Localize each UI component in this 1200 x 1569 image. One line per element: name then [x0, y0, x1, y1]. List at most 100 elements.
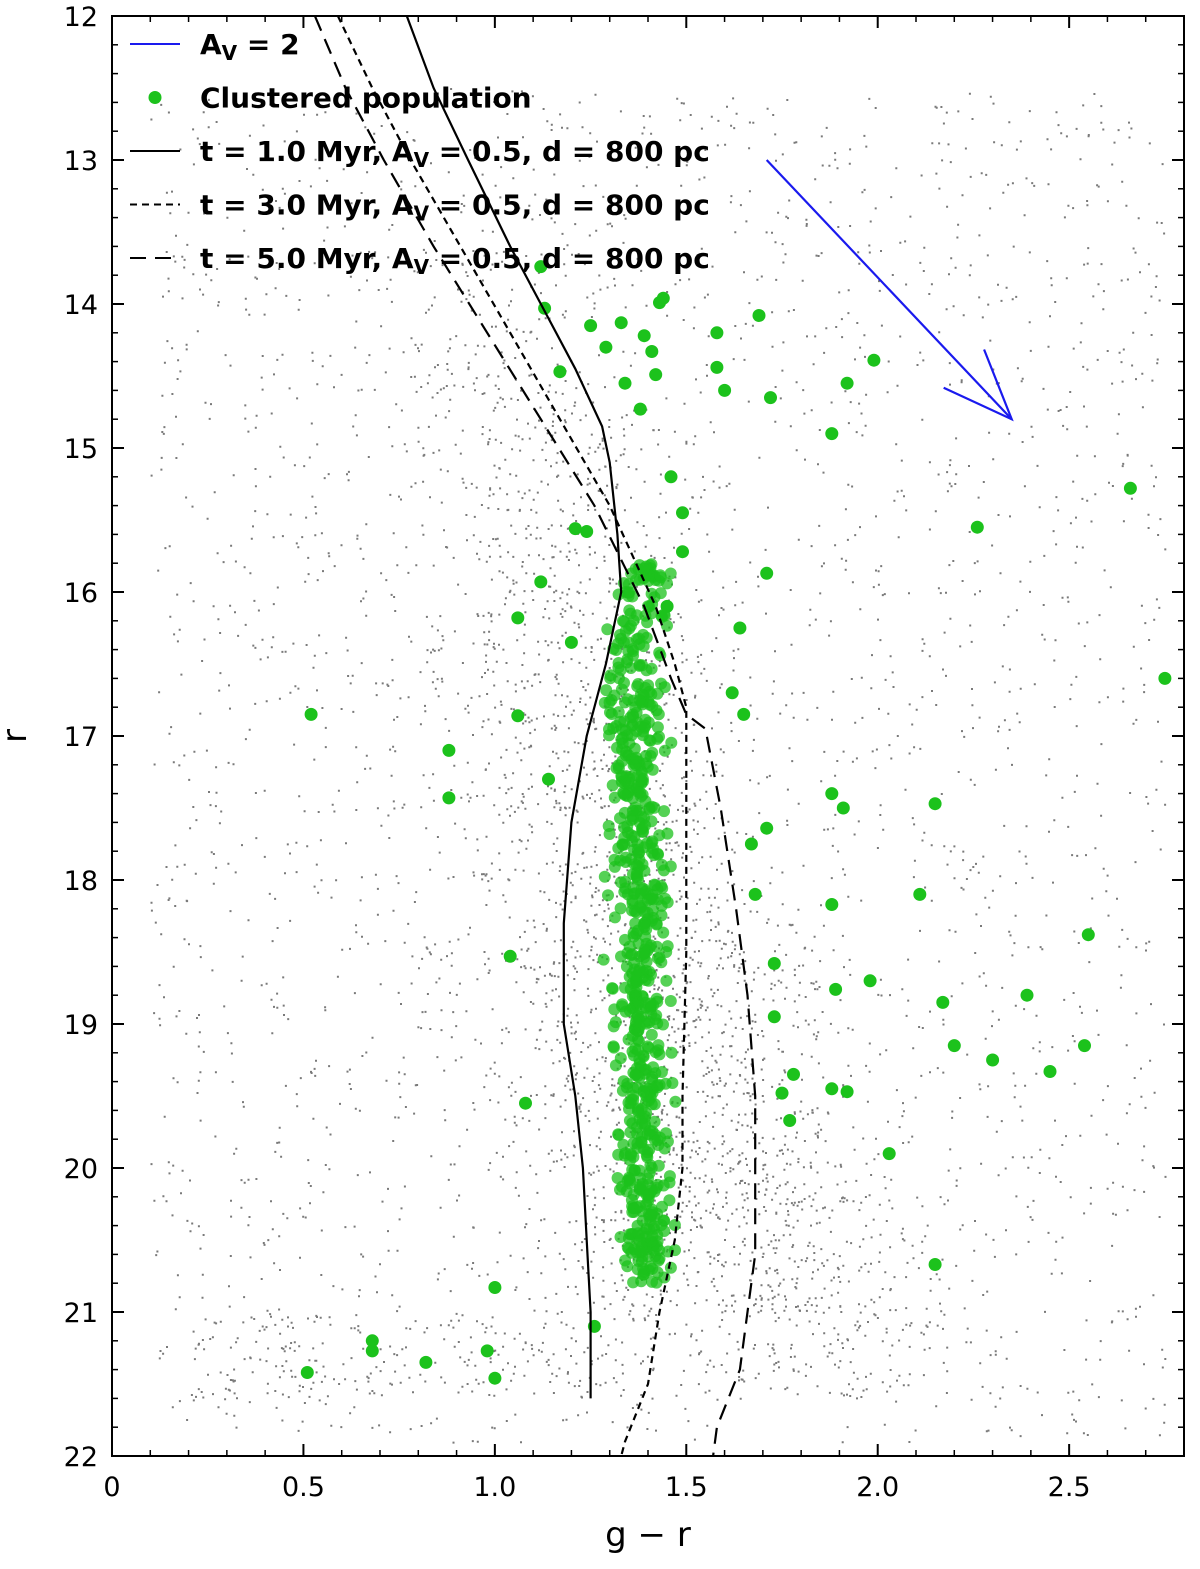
- cluster-seq-point: [602, 889, 614, 902]
- cluster-seq-point: [638, 864, 651, 877]
- legend-item: t = 3.0 Myr, AV = 0.5, d = 800 pc: [130, 189, 710, 226]
- cluster-point: [618, 376, 632, 390]
- cluster-seq-point: [636, 659, 649, 672]
- cluster-sequence: [597, 558, 682, 1289]
- cluster-seq-point: [648, 1222, 660, 1235]
- cluster-seq-point: [637, 1262, 650, 1275]
- cluster-seq-point: [630, 927, 643, 940]
- legend-label: t = 1.0 Myr, AV = 0.5, d = 800 pc: [200, 135, 710, 172]
- y-tick-label: 21: [64, 1298, 98, 1329]
- cluster-point: [300, 1366, 314, 1379]
- cluster-seq-point: [657, 1018, 669, 1031]
- cluster-seq-point: [663, 1176, 676, 1189]
- legend-item: Clustered population: [148, 82, 532, 115]
- cluster-seq-point: [626, 904, 638, 917]
- cluster-seq-point: [618, 831, 631, 844]
- cluster-seq-point: [669, 1095, 682, 1108]
- cluster-point: [1078, 1039, 1091, 1053]
- cluster-seq-point: [633, 846, 646, 859]
- cluster-point: [947, 1039, 961, 1053]
- legend-label: t = 3.0 Myr, AV = 0.5, d = 800 pc: [200, 189, 710, 226]
- cluster-seq-point: [653, 829, 666, 842]
- cluster-seq-point: [648, 878, 661, 891]
- cluster-point: [737, 707, 751, 721]
- cluster-point: [599, 340, 613, 354]
- cluster-seq-point: [614, 1231, 627, 1243]
- cluster-point: [614, 316, 628, 330]
- y-axis-label: r: [0, 729, 35, 743]
- cluster-point: [986, 1053, 1000, 1067]
- cluster-point: [829, 982, 843, 996]
- cluster-seq-point: [609, 911, 621, 924]
- cluster-seq-point: [624, 1126, 637, 1139]
- cluster-point: [767, 957, 781, 970]
- cluster-seq-point: [604, 669, 617, 682]
- cluster-seq-point: [648, 849, 661, 862]
- cluster-point: [1123, 481, 1137, 495]
- cluster-point: [863, 974, 877, 988]
- cluster-point: [664, 470, 678, 484]
- cluster-seq-point: [629, 1069, 642, 1082]
- cluster-seq-point: [655, 899, 668, 912]
- cluster-seq-point: [661, 619, 673, 632]
- cluster-seq-point: [617, 787, 630, 800]
- cluster-seq-point: [658, 805, 670, 818]
- cluster-seq-point: [621, 693, 634, 706]
- cluster-seq-point: [604, 706, 616, 719]
- cluster-seq-point: [615, 950, 627, 963]
- cluster-seq-point: [631, 1201, 644, 1214]
- cluster-seq-point: [664, 995, 677, 1007]
- cluster-seq-point: [614, 629, 626, 641]
- cluster-seq-point: [645, 1209, 658, 1221]
- cluster-point: [676, 506, 689, 520]
- cluster-seq-point: [664, 860, 677, 873]
- cluster-point: [928, 797, 942, 811]
- y-tick-label: 14: [64, 290, 98, 321]
- cluster-point: [767, 1010, 781, 1024]
- cluster-seq-point: [646, 746, 659, 759]
- cluster-seq-point: [619, 1005, 632, 1018]
- cluster-seq-point: [651, 721, 664, 734]
- y-tick-label: 13: [64, 146, 98, 177]
- cluster-seq-point: [661, 940, 674, 953]
- cluster-seq-point: [629, 801, 642, 814]
- cluster-seq-point: [621, 653, 634, 666]
- legend-item: t = 1.0 Myr, AV = 0.5, d = 800 pc: [130, 135, 710, 172]
- cluster-point: [825, 1082, 839, 1096]
- cluster-seq-point: [631, 1033, 644, 1046]
- cluster-point: [764, 391, 777, 405]
- cluster-seq-point: [614, 902, 627, 915]
- cluster-point: [840, 376, 854, 390]
- cluster-point: [744, 837, 758, 851]
- cluster-seq-point: [607, 1020, 620, 1033]
- cluster-seq-point: [608, 860, 621, 873]
- cluster-point: [733, 621, 747, 635]
- cluster-seq-point: [654, 569, 667, 582]
- cluster-point: [511, 709, 525, 723]
- cluster-seq-point: [619, 1254, 632, 1267]
- cluster-point: [649, 368, 663, 382]
- cluster-seq-point: [627, 1049, 640, 1062]
- cluster-seq-point: [627, 759, 640, 772]
- x-tick-label: 2.5: [1048, 1472, 1091, 1503]
- cluster-seq-point: [636, 766, 648, 779]
- cluster-point: [419, 1355, 433, 1369]
- cluster-point: [913, 887, 927, 901]
- cluster-seq-point: [635, 790, 647, 803]
- cluster-seq-point: [645, 1235, 657, 1248]
- x-tick-label: 0.5: [282, 1472, 325, 1503]
- cluster-seq-point: [646, 1070, 659, 1083]
- cluster-seq-point: [655, 677, 668, 690]
- y-tick-label: 22: [64, 1442, 98, 1473]
- cluster-point: [676, 545, 689, 559]
- cluster-point: [519, 1096, 532, 1110]
- cluster-seq-point: [639, 713, 652, 726]
- cluster-seq-point: [651, 732, 664, 745]
- cluster-seq-point: [653, 1252, 666, 1265]
- cluster-seq-point: [635, 1103, 648, 1116]
- axes: 0 0.5 1.0 1.5 2.0 2.5 12 13 14 15 16 17 18 19 20 21 22: [64, 2, 1184, 1503]
- cluster-point: [825, 787, 839, 801]
- cluster-seq-point: [627, 710, 640, 723]
- cluster-point: [787, 1067, 800, 1081]
